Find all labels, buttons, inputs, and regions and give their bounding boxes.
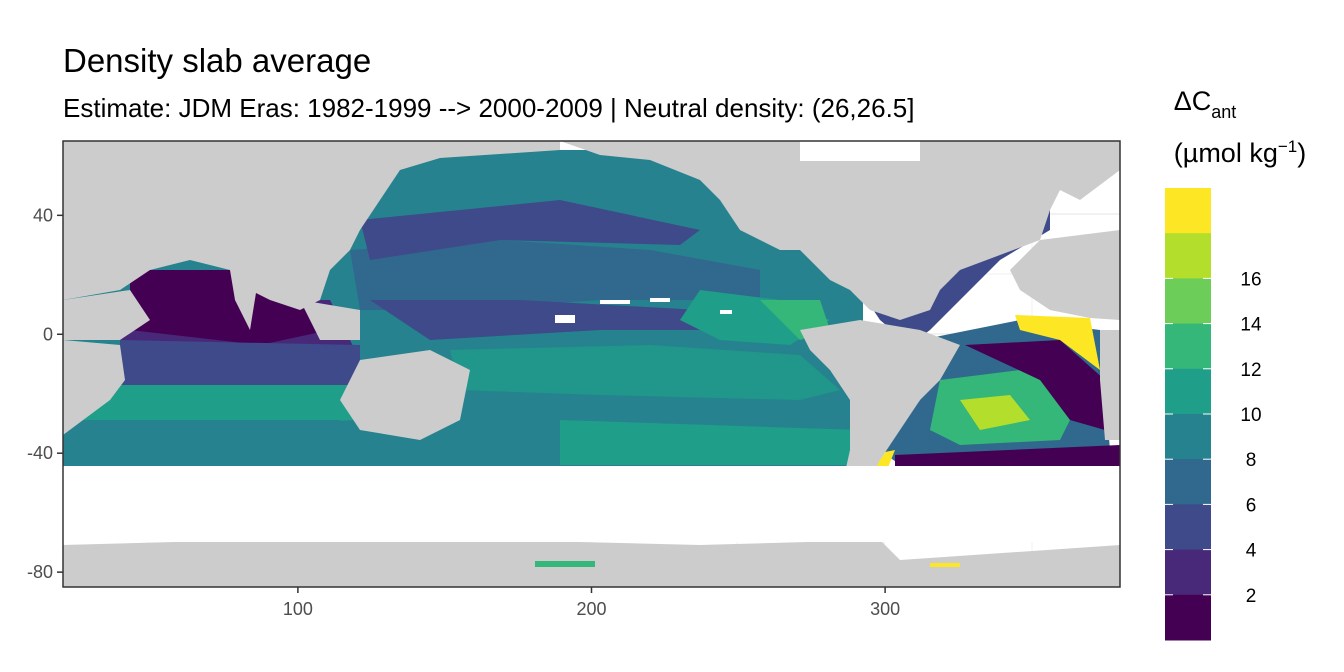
plot-subtitle: Estimate: JDM Eras: 1982-1999 --> 2000-2… <box>63 93 915 123</box>
antarctic-patches <box>535 561 960 567</box>
legend-swatch <box>1165 278 1211 325</box>
legend-title: ΔCant <box>1174 86 1237 122</box>
x-axis: 100 200 300 <box>283 587 900 619</box>
x-tick-label: 200 <box>576 599 606 619</box>
legend-break-label: 2 <box>1246 586 1257 607</box>
legend-labels: 2 4 6 8 10 12 14 16 <box>1165 269 1262 607</box>
legend-swatch <box>1165 368 1211 415</box>
legend-swatch <box>1165 414 1211 460</box>
legend-break-label: 12 <box>1240 360 1261 381</box>
legend-break-label: 8 <box>1246 450 1257 471</box>
map-panel <box>62 140 1121 588</box>
y-axis: 40 0 -40 -80 <box>27 205 63 582</box>
plot-title: Density slab average <box>63 42 372 79</box>
legend-swatch <box>1165 459 1211 505</box>
x-tick-label: 100 <box>283 599 313 619</box>
legend-swatch <box>1165 504 1211 551</box>
legend-unit: (µmol kg−1) <box>1174 137 1306 168</box>
legend-swatch <box>1165 549 1211 596</box>
legend: ΔCant (µmol kg−1) 2 4 6 8 10 12 14 16 <box>1165 86 1306 641</box>
no-data-band <box>63 141 1120 542</box>
legend-swatch <box>1165 323 1211 370</box>
equatorial-gaps <box>555 298 732 323</box>
legend-swatch <box>1165 594 1211 641</box>
y-tick-label: -40 <box>27 443 53 463</box>
y-tick-label: 40 <box>33 205 53 225</box>
x-tick-label: 300 <box>870 599 900 619</box>
legend-break-label: 16 <box>1240 269 1261 290</box>
legend-break-label: 4 <box>1246 541 1257 562</box>
legend-colorbar <box>1165 188 1211 641</box>
y-tick-label: 0 <box>43 324 53 344</box>
legend-swatch <box>1165 233 1211 279</box>
legend-break-label: 14 <box>1240 315 1262 336</box>
y-tick-label: -80 <box>27 562 53 582</box>
legend-break-label: 6 <box>1246 495 1257 516</box>
legend-swatch <box>1165 188 1211 234</box>
legend-break-label: 10 <box>1240 405 1261 426</box>
